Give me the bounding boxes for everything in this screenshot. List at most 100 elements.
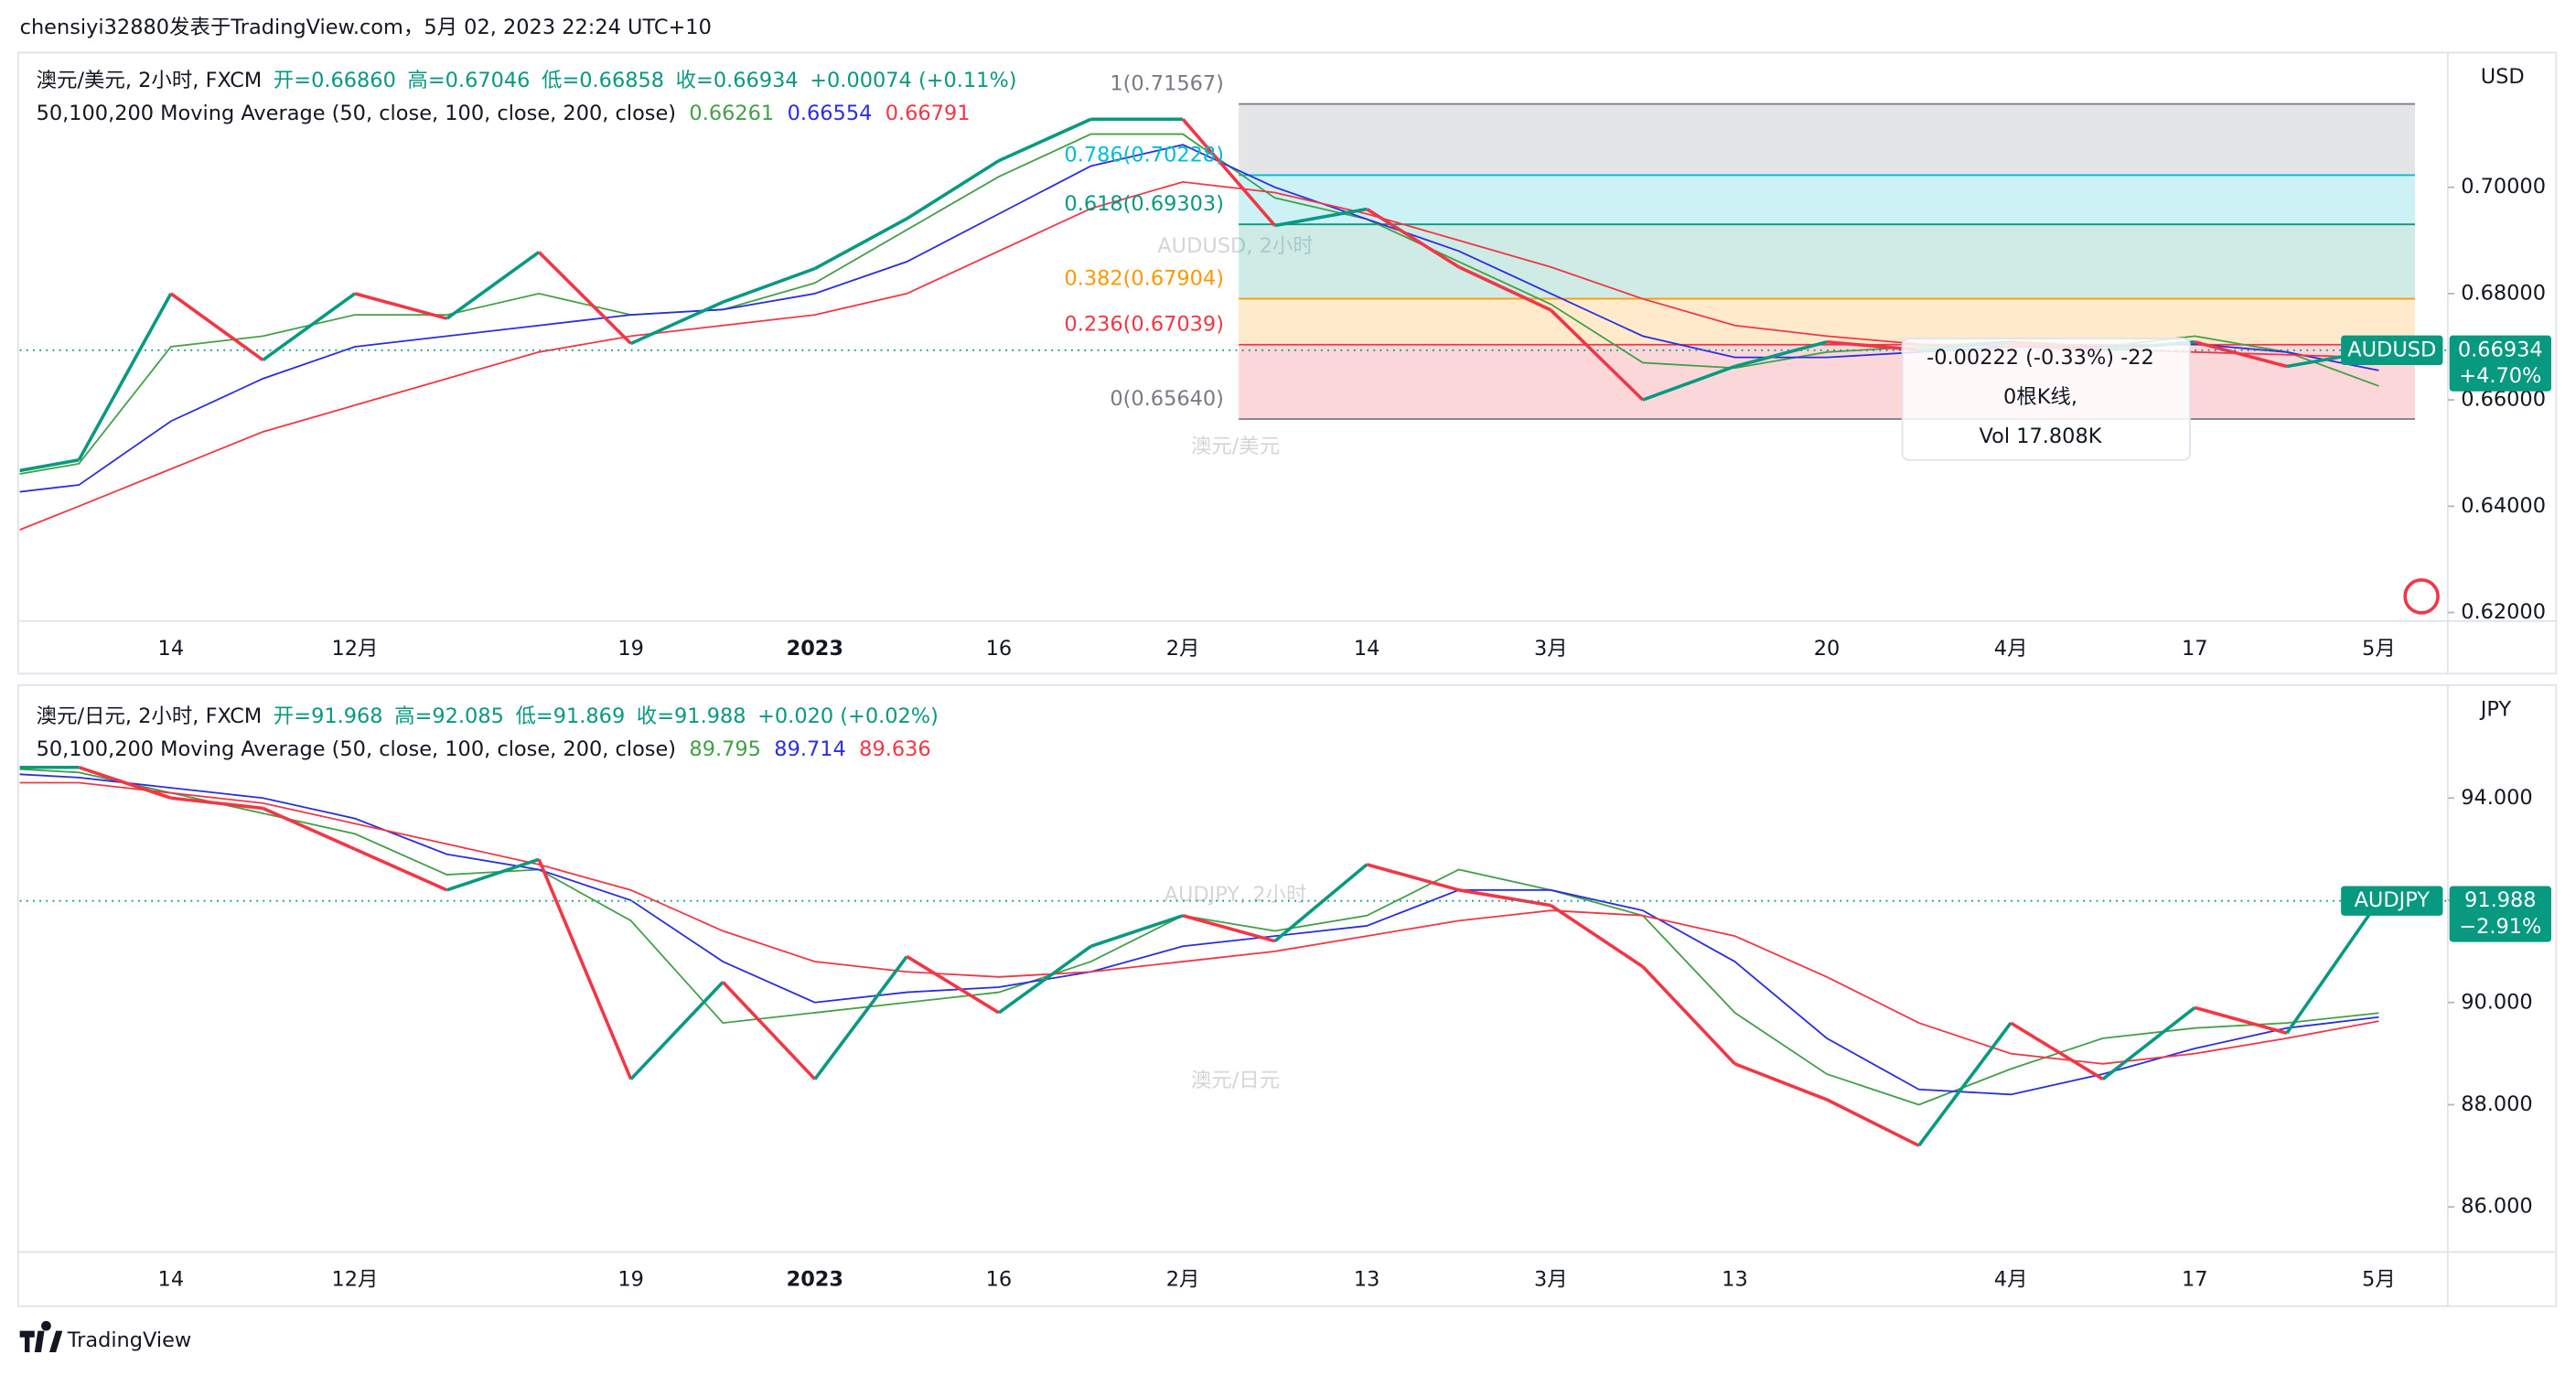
price-segment bbox=[997, 944, 1092, 1015]
fib-band bbox=[1239, 175, 2415, 225]
legend: 50,100,200 Moving Average (50, close, 10… bbox=[37, 101, 971, 124]
price-segment bbox=[170, 796, 263, 811]
legend-ohlc: 高=0.67046 bbox=[407, 68, 530, 91]
price-segment bbox=[2010, 1021, 2104, 1081]
x-tick-label: 16 bbox=[986, 637, 1013, 661]
x-tick-label: 3月 bbox=[1534, 637, 1568, 661]
legend-ohlc: 低=0.66858 bbox=[542, 68, 664, 91]
measure-text: -0.00222 (-0.33%) -22 bbox=[1927, 346, 2154, 370]
price-segment bbox=[629, 300, 724, 346]
header: chensiyi32880发表于TradingView.com，5月 02, 2… bbox=[20, 16, 712, 39]
price-segment bbox=[2285, 899, 2380, 1035]
price-segment bbox=[722, 266, 816, 304]
x-tick-label: 2月 bbox=[1166, 1267, 1200, 1291]
price-segment bbox=[169, 292, 264, 361]
fib-label: 0(0.65640) bbox=[1110, 387, 1224, 411]
symbol-tag-label: AUDJPY bbox=[2355, 888, 2431, 912]
legend-indicator: 50,100,200 Moving Average (50, close, 10… bbox=[37, 736, 676, 760]
y-tick-label: 86.000 bbox=[2461, 1195, 2533, 1219]
measure-text: Vol 17.808K bbox=[1980, 425, 2103, 448]
price-tag-change: −2.91% bbox=[2459, 915, 2541, 939]
price-segment bbox=[998, 117, 1092, 163]
x-tick-label: 14 bbox=[158, 1267, 185, 1291]
price-segment bbox=[1273, 863, 1368, 943]
y-tick-label: 94.000 bbox=[2461, 786, 2533, 810]
price-segment bbox=[354, 292, 448, 320]
price-segment bbox=[1734, 340, 1828, 369]
price-segment bbox=[1089, 914, 1184, 948]
fib-band bbox=[1239, 344, 2415, 420]
flag-icon bbox=[2403, 578, 2440, 615]
price-segment bbox=[537, 858, 633, 1080]
price-segment bbox=[354, 847, 448, 892]
y-tick-label: 0.66000 bbox=[2461, 388, 2546, 412]
x-tick-label: 4月 bbox=[1994, 1267, 2028, 1291]
price-segment bbox=[1458, 888, 1551, 908]
price-segment bbox=[2101, 1005, 2196, 1080]
price-segment bbox=[19, 457, 80, 473]
watermark-sub: 澳元/美元 bbox=[1191, 435, 1280, 458]
x-tick-label: 14 bbox=[1354, 637, 1380, 661]
price-segment bbox=[1642, 364, 1736, 402]
fib-band bbox=[1239, 103, 2415, 176]
x-tick-label: 17 bbox=[2182, 1267, 2208, 1291]
legend-ma-value: 89.714 bbox=[774, 736, 846, 760]
legend: 50,100,200 Moving Average (50, close, 10… bbox=[37, 736, 931, 760]
measure-box bbox=[1901, 338, 2191, 461]
legend-ohlc: 收=91.988 bbox=[637, 704, 746, 727]
x-tick-label: 2月 bbox=[1166, 637, 1200, 661]
price-segment bbox=[1182, 914, 1276, 943]
x-tick-label: 3月 bbox=[1534, 1267, 1568, 1291]
x-tick-label: 19 bbox=[617, 637, 644, 661]
legend-ma-value: 89.795 bbox=[689, 736, 761, 760]
price-tag-change: +4.70% bbox=[2459, 364, 2541, 388]
y-tick-label: 0.70000 bbox=[2461, 175, 2546, 199]
fib-label: 0.618(0.69303) bbox=[1064, 192, 1224, 216]
price-segment bbox=[537, 251, 632, 345]
y-axis-unit: JPY bbox=[2479, 697, 2512, 721]
x-tick-label: 14 bbox=[158, 637, 185, 661]
symbol-tag bbox=[2341, 886, 2443, 916]
y-tick-label: 0.62000 bbox=[2461, 600, 2546, 624]
price-segment bbox=[1366, 863, 1460, 892]
x-tick-label: 13 bbox=[1354, 1267, 1380, 1291]
x-tick-label: 13 bbox=[1722, 1267, 1748, 1291]
legend-ohlc: 低=91.869 bbox=[515, 704, 625, 727]
legend: 澳元/美元, 2小时, FXCM 开=0.66860 高=0.67046 低=0.66… bbox=[37, 68, 1017, 91]
price-segment bbox=[721, 981, 817, 1080]
legend-ohlc: 高=92.085 bbox=[394, 704, 504, 727]
price-segment bbox=[1641, 965, 1736, 1066]
legend-ohlc: 收=0.66934 bbox=[676, 68, 799, 91]
fib-label: 0.786(0.70228) bbox=[1064, 143, 1224, 167]
legend-ohlc: +0.020 (+0.02%) bbox=[757, 704, 939, 727]
price-segment bbox=[1181, 118, 1276, 227]
legend-ma-value: 0.66554 bbox=[788, 101, 873, 124]
x-tick-label: 19 bbox=[617, 1267, 644, 1291]
symbol-tag-label: AUDUSD bbox=[2347, 338, 2436, 361]
symbol-tag bbox=[2341, 335, 2443, 365]
fib-band bbox=[1239, 224, 2415, 299]
footer: TradingView bbox=[67, 1328, 192, 1352]
fib-label: 0.236(0.67039) bbox=[1064, 313, 1224, 337]
price-segment bbox=[1274, 207, 1368, 228]
price-segment bbox=[78, 766, 172, 800]
watermark: AUDUSD, 2小时 bbox=[1157, 234, 1313, 258]
price-segment bbox=[1550, 308, 1645, 402]
legend-ma-value: 0.66261 bbox=[689, 101, 774, 124]
price-tag bbox=[2449, 886, 2551, 942]
y-tick-label: 88.000 bbox=[2461, 1092, 2533, 1116]
y-tick-label: 0.68000 bbox=[2461, 281, 2546, 305]
price-segment bbox=[445, 251, 541, 320]
moving-average bbox=[19, 781, 2379, 1065]
price-tag-value: 91.988 bbox=[2464, 888, 2537, 912]
price-segment bbox=[1366, 207, 1460, 269]
price-segment bbox=[1550, 904, 1644, 969]
legend: 澳元/日元, 2小时, FXCM 开=91.968 高=92.085 低=91.869… bbox=[37, 704, 939, 727]
x-tick-label: 20 bbox=[1814, 637, 1841, 661]
x-tick-label: 2023 bbox=[787, 1267, 843, 1291]
x-tick-label: 12月 bbox=[331, 637, 378, 661]
price-segment bbox=[1917, 1022, 2012, 1147]
pane-frame bbox=[16, 51, 2558, 675]
x-tick-label: 4月 bbox=[1994, 637, 2028, 661]
